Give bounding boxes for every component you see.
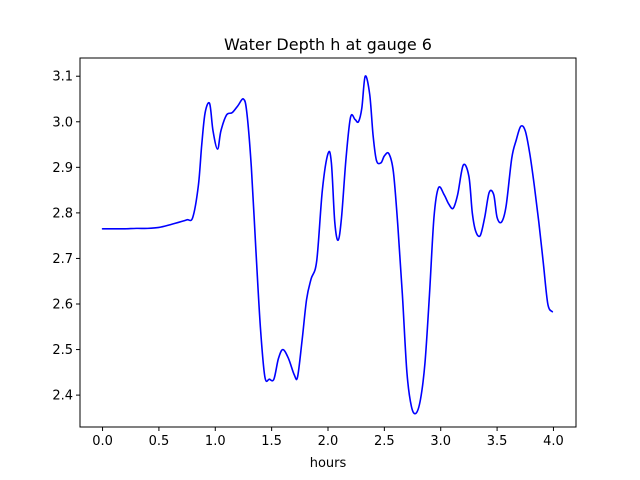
x-tick-label: 1.5 (261, 434, 282, 449)
y-tick-label: 2.4 (52, 389, 73, 404)
series-line (101, 75, 554, 415)
y-tick-label: 2.7 (52, 252, 73, 267)
x-tick-label: 0.0 (92, 434, 113, 449)
y-tick-label: 2.8 (52, 206, 73, 221)
y-tick-label: 2.9 (52, 161, 73, 176)
x-tick-label: 0.5 (149, 434, 170, 449)
y-tick-label: 3.0 (52, 115, 73, 130)
series-layer (101, 75, 554, 415)
y-tick-label: 2.5 (52, 343, 73, 358)
x-tick-label: 4.0 (543, 434, 564, 449)
plot-frame (79, 57, 577, 428)
y-tick-label: 3.1 (52, 70, 73, 85)
x-tick-label: 1.0 (205, 434, 226, 449)
x-tick-label: 3.0 (430, 434, 451, 449)
chart-title: Water Depth h at gauge 6 (224, 35, 432, 54)
axis-ticks: 0.0 0.5 1.0 1.5 2.0 2.5 3.0 3.5 4.0 2.4 2.5 2.6 2.7 2… (52, 70, 563, 449)
x-axis-label: hours (310, 456, 347, 471)
x-tick-label: 3.5 (487, 434, 508, 449)
x-tick-label: 2.0 (318, 434, 339, 449)
y-tick-label: 2.6 (52, 298, 73, 313)
x-tick-label: 2.5 (374, 434, 395, 449)
